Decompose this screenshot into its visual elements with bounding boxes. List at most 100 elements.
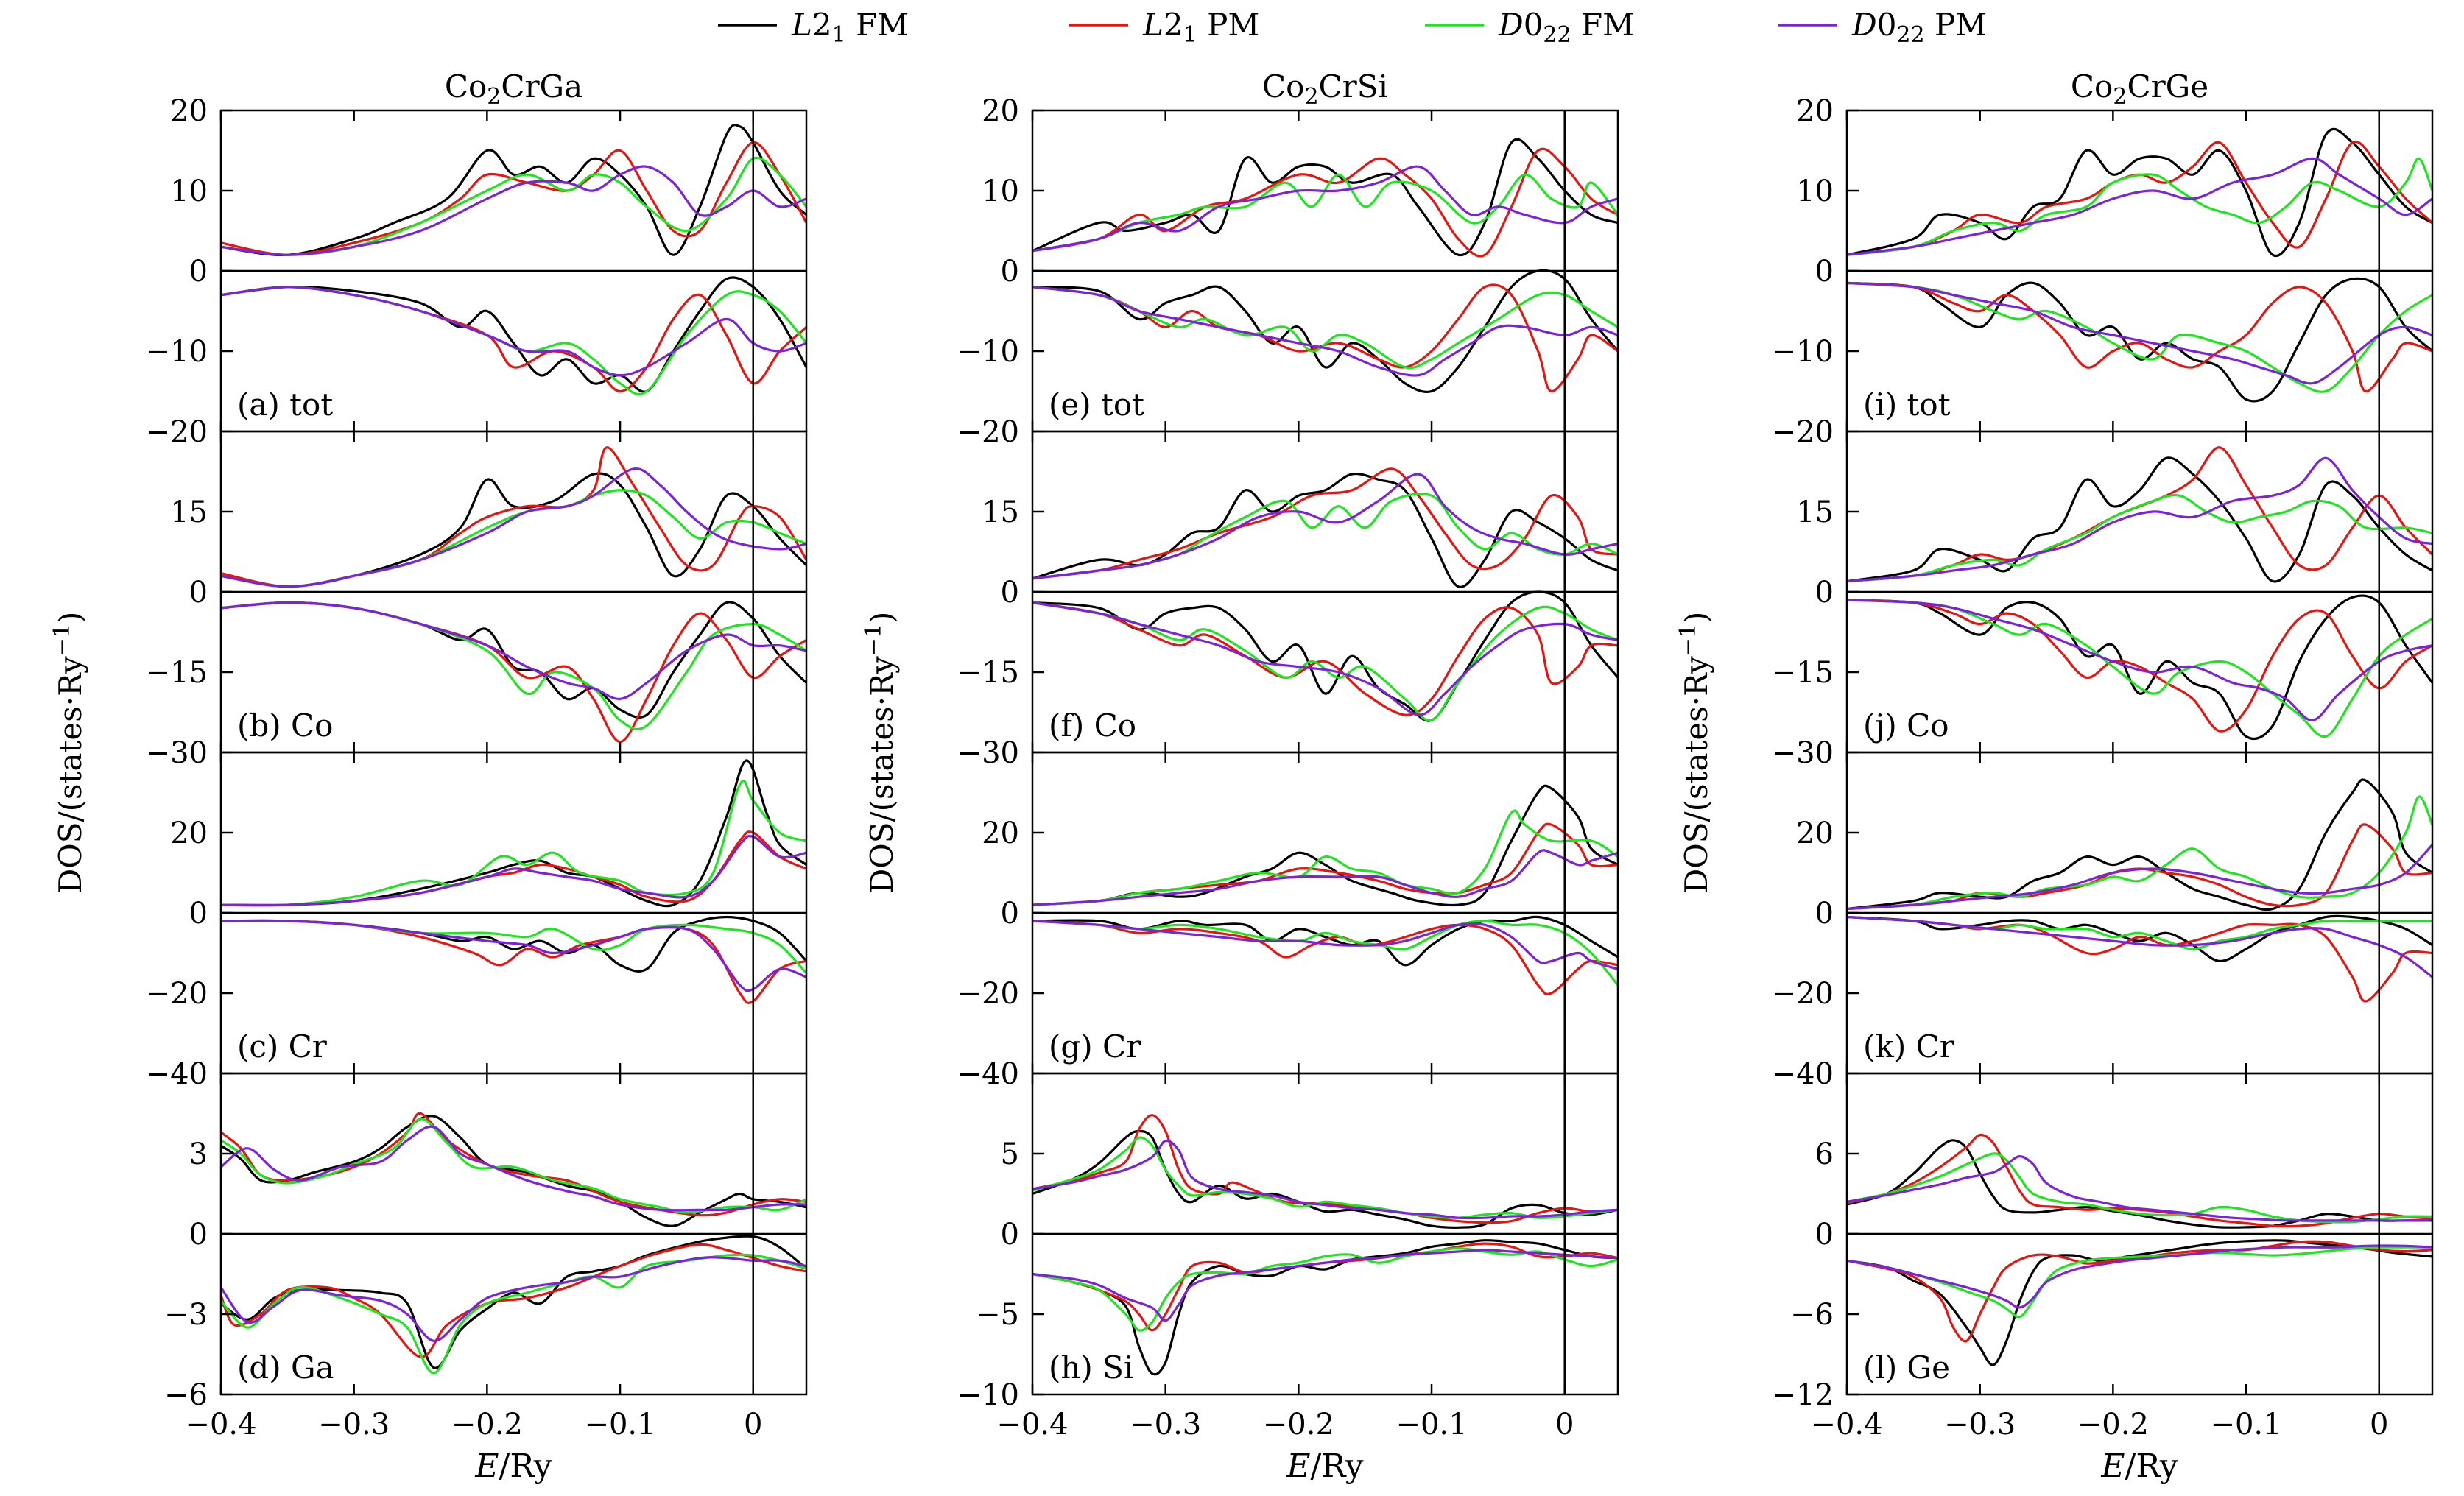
y-tick-label: −15 xyxy=(146,656,208,690)
panel: 20 10 0 −10 −20 (e) tot xyxy=(957,94,1619,449)
panel-label: (l) Ge xyxy=(1863,1349,1950,1386)
dos-curve-d022-pm-spin-down xyxy=(1847,915,2432,978)
dos-curve-l21-fm-spin-down xyxy=(1847,277,2432,403)
dos-curve-d022-pm-spin-down xyxy=(1032,920,1618,970)
dos-curve-d022-pm-spin-up xyxy=(1847,1155,2432,1222)
legend-entry: L21 FM xyxy=(718,7,909,48)
dos-curve-l21-fm-spin-up xyxy=(221,1115,806,1227)
dos-curve-d022-fm-spin-up xyxy=(1032,809,1618,906)
dos-curve-d022-pm-spin-down xyxy=(221,286,806,377)
dos-curve-l21-pm-spin-down xyxy=(221,1243,806,1358)
x-label-text: /Ry xyxy=(499,1447,552,1485)
panel-label: (i) tot xyxy=(1863,387,1951,423)
x-tick-label: −0.4 xyxy=(1811,1408,1882,1442)
legend-entry: D022 FM xyxy=(1425,7,1634,48)
y-tick-label: −20 xyxy=(146,977,208,1011)
panel: 15 0 −15 −30 (j) Co xyxy=(1772,430,2434,770)
title-text: Co xyxy=(1262,68,1304,105)
y-label-text: DOS/(states·Ry xyxy=(52,656,88,893)
y-label-superscript: −1 xyxy=(1675,624,1701,656)
dos-curve-d022-fm-spin-up xyxy=(221,489,806,588)
legend-label-italic: L xyxy=(791,7,812,43)
dos-curve-d022-fm-spin-up xyxy=(1847,157,2432,256)
dos-curve-d022-pm-spin-up xyxy=(1032,1139,1618,1220)
panel-label: (f) Co xyxy=(1049,708,1136,744)
y-tick-label: 0 xyxy=(189,576,208,610)
dos-curve-d022-pm-spin-up xyxy=(1032,473,1618,580)
dos-curve-l21-fm-spin-down xyxy=(1032,590,1618,722)
x-tick-label: −0.4 xyxy=(185,1408,256,1442)
x-tick-label: −0.1 xyxy=(1395,1408,1467,1442)
dos-curve-d022-pm-spin-down xyxy=(1032,286,1618,377)
y-tick-label: −10 xyxy=(1772,335,1834,369)
y-tick-label: 0 xyxy=(1815,1218,1834,1252)
column-title: Co2CrGe xyxy=(2071,68,2208,110)
dos-curve-d022-fm-spin-up xyxy=(1032,1136,1618,1219)
legend-label-subscript: 22 xyxy=(1543,22,1571,48)
y-tick-label: 3 xyxy=(189,1137,208,1171)
dos-curve-l21-pm-spin-up xyxy=(221,141,806,256)
legend-label-base: 0 xyxy=(1877,7,1897,43)
dos-curve-l21-pm-spin-up xyxy=(1847,1133,2432,1228)
x-tick-label: −0.2 xyxy=(451,1408,523,1442)
dos-curve-d022-fm-spin-down xyxy=(221,1253,806,1375)
dos-curve-l21-pm-spin-down xyxy=(1847,1240,2432,1343)
dos-curve-d022-pm-spin-up xyxy=(1847,456,2432,583)
curves xyxy=(1032,784,1618,995)
dos-curve-d022-pm-spin-up xyxy=(221,835,806,907)
legend-label: D022 FM xyxy=(1498,7,1634,48)
legend-label: L21 PM xyxy=(1142,7,1259,48)
legend-label-suffix: PM xyxy=(1197,7,1260,43)
y-tick-label: 0 xyxy=(1001,255,1019,289)
dos-curve-d022-pm-spin-down xyxy=(1847,281,2432,385)
y-tick-label: −40 xyxy=(146,1057,208,1091)
x-tick-label: 0 xyxy=(1555,1408,1574,1442)
legend-entry: L21 PM xyxy=(1069,7,1259,48)
title-text: CrSi xyxy=(1319,68,1388,105)
y-tick-label: 20 xyxy=(982,94,1019,128)
y-label-text: ) xyxy=(1678,612,1714,624)
column-title: Co2CrGa xyxy=(445,68,582,110)
panel-label: (e) tot xyxy=(1049,387,1144,423)
dos-curve-l21-pm-spin-down xyxy=(1032,601,1618,716)
y-tick-label: 15 xyxy=(982,495,1019,529)
y-tick-label: −20 xyxy=(957,977,1019,1011)
y-tick-label: 0 xyxy=(189,1218,208,1252)
legend-label: L21 FM xyxy=(791,7,909,48)
y-tick-label: −30 xyxy=(957,736,1019,770)
x-axis-label: E/Ry xyxy=(2100,1447,2178,1485)
dos-curve-d022-fm-spin-down xyxy=(221,919,806,974)
panel: 15 0 −15 −30 (f) Co xyxy=(957,430,1619,770)
panel-label: (h) Si xyxy=(1049,1349,1133,1386)
dos-curve-l21-fm-spin-up xyxy=(1847,127,2432,258)
legend-label-subscript: 1 xyxy=(832,22,846,48)
y-tick-label: 0 xyxy=(1001,1218,1019,1252)
dos-curve-l21-fm-spin-up xyxy=(1032,138,1618,257)
y-axis-label: DOS/(states·Ry−1) xyxy=(861,612,900,894)
dos-curve-d022-fm-spin-up xyxy=(221,156,806,256)
y-tick-label: −30 xyxy=(1772,736,1834,770)
y-tick-label: −30 xyxy=(146,736,208,770)
y-tick-label: −15 xyxy=(957,656,1019,690)
panel: 15 0 −15 −30 (b) Co xyxy=(146,430,808,770)
legend-label: D022 PM xyxy=(1851,7,1987,48)
dos-curve-l21-fm-spin-down xyxy=(221,276,806,393)
y-tick-label: −20 xyxy=(1772,977,1834,1011)
title-text: Co xyxy=(2071,68,2113,105)
dos-curve-l21-fm-spin-down xyxy=(1847,914,2432,963)
y-tick-label: −20 xyxy=(146,415,208,449)
y-tick-label: 0 xyxy=(1815,576,1834,610)
panel-label: (j) Co xyxy=(1863,708,1949,744)
panel: 6 0 −6 −12 (l) Ge xyxy=(1772,1072,2434,1412)
y-tick-label: −6 xyxy=(1790,1298,1834,1332)
x-tick-label: −0.1 xyxy=(584,1408,655,1442)
y-tick-label: −6 xyxy=(164,1378,208,1412)
y-tick-label: 0 xyxy=(189,255,208,289)
panel-label: (d) Ga xyxy=(237,1349,334,1386)
curves xyxy=(1032,138,1618,393)
legend-label-italic: D xyxy=(1498,7,1524,43)
legend-label-base: 2 xyxy=(1164,7,1183,43)
y-tick-label: 0 xyxy=(189,897,208,931)
